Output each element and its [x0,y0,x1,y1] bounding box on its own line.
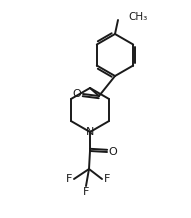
Text: F: F [104,174,110,184]
Text: CH₃: CH₃ [128,12,147,22]
Text: N: N [86,127,94,137]
Text: F: F [66,174,72,184]
Text: O: O [73,89,81,99]
Text: O: O [109,147,117,157]
Text: F: F [83,187,89,197]
